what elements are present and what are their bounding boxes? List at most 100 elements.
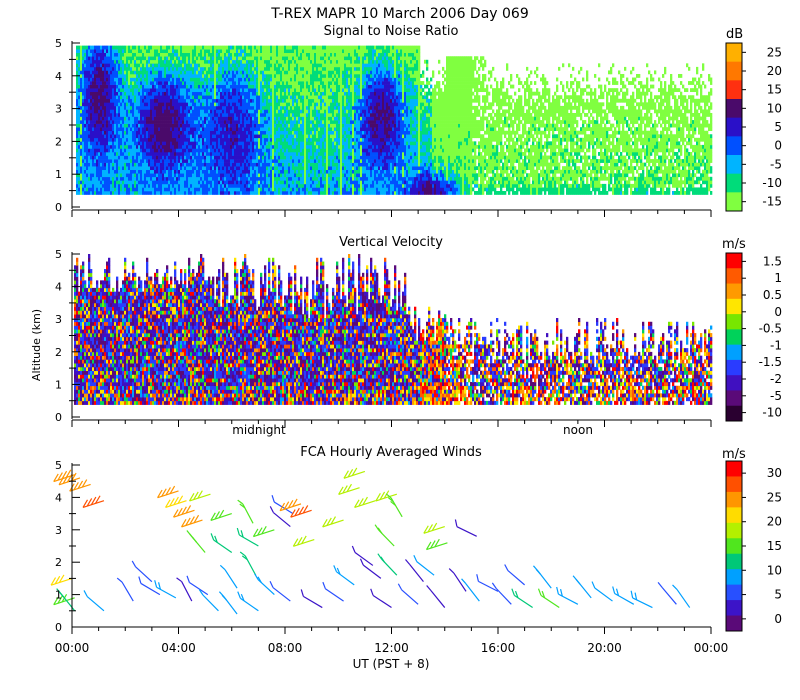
snr-cell xyxy=(224,63,227,68)
snr-cell xyxy=(180,151,183,156)
snr-cell xyxy=(296,88,299,93)
snr-cell xyxy=(124,148,127,153)
snr-cell xyxy=(242,105,245,110)
snr-cell xyxy=(312,180,315,185)
snr-cell xyxy=(120,176,123,181)
snr-cell xyxy=(156,190,159,195)
snr-cell xyxy=(134,141,137,146)
snr-cell xyxy=(244,49,247,54)
snr-cell xyxy=(130,176,133,181)
snr-cell xyxy=(312,56,315,61)
snr-cell xyxy=(144,109,147,114)
snr-cell xyxy=(252,84,255,89)
snr-cell xyxy=(194,120,197,124)
snr-cell xyxy=(150,49,153,54)
snr-cell xyxy=(146,91,149,96)
snr-cell xyxy=(310,112,313,117)
snr-cell xyxy=(82,59,85,64)
snr-cell xyxy=(212,137,215,142)
snr-cell xyxy=(248,73,251,78)
snr-cell xyxy=(140,123,143,128)
snr-cell xyxy=(178,159,181,163)
snr-cell xyxy=(202,45,205,50)
snr-cell xyxy=(98,112,101,117)
snr-cell xyxy=(144,63,147,68)
snr-cell xyxy=(226,84,229,89)
snr-cell xyxy=(154,169,157,174)
snr-cell xyxy=(254,130,257,135)
snr-cell xyxy=(154,120,157,124)
snr-cell xyxy=(134,88,137,93)
snr-cell xyxy=(276,56,279,61)
snr-cell xyxy=(206,134,209,139)
snr-cell xyxy=(176,45,179,50)
snr-cell xyxy=(240,162,243,167)
snr-cell xyxy=(236,56,239,61)
snr-cell xyxy=(78,45,81,50)
snr-cell xyxy=(126,91,129,96)
snr-cell xyxy=(272,180,275,185)
snr-cell xyxy=(272,56,275,61)
snr-cell xyxy=(306,73,309,78)
snr-cell xyxy=(236,144,239,149)
snr-cell xyxy=(292,123,295,128)
snr-cell xyxy=(304,112,307,117)
snr-cell xyxy=(200,81,203,85)
snr-cell xyxy=(308,137,311,142)
snr-cell xyxy=(228,183,231,188)
snr-cell xyxy=(258,95,261,100)
snr-cell xyxy=(190,81,193,85)
snr-cell xyxy=(176,190,179,195)
snr-cell xyxy=(112,109,115,114)
snr-cell xyxy=(224,56,227,61)
snr-cell xyxy=(142,155,145,160)
snr-cell xyxy=(298,77,301,82)
snr-cell xyxy=(196,187,199,192)
snr-cell xyxy=(234,70,237,75)
snr-cell xyxy=(276,141,279,146)
snr-cell xyxy=(102,116,105,121)
snr-cell xyxy=(154,173,157,178)
snr-cell xyxy=(246,127,249,132)
snr-cell xyxy=(186,151,189,156)
snr-cell xyxy=(212,102,215,107)
snr-cell xyxy=(96,98,99,103)
snr-cell xyxy=(114,98,117,103)
snr-cell xyxy=(278,148,281,153)
snr-cell xyxy=(86,102,89,107)
snr-cell xyxy=(178,98,181,103)
snr-cell xyxy=(220,66,223,71)
snr-cell xyxy=(140,112,143,117)
snr-cell xyxy=(228,187,231,192)
snr-cell xyxy=(122,155,125,160)
snr-cell xyxy=(244,134,247,139)
snr-cell xyxy=(290,88,293,93)
snr-cell xyxy=(178,102,181,107)
snr-cell xyxy=(294,141,297,146)
snr-cell xyxy=(100,45,103,50)
snr-cell xyxy=(280,173,283,178)
snr-cell xyxy=(160,187,163,192)
snr-cell xyxy=(268,81,271,85)
snr-cell xyxy=(100,190,103,195)
snr-cell xyxy=(98,180,101,185)
snr-cell xyxy=(242,155,245,160)
snr-cell xyxy=(190,120,193,124)
snr-cell xyxy=(182,176,185,181)
snr-cell xyxy=(194,112,197,117)
snr-cell xyxy=(216,49,219,54)
snr-cell xyxy=(152,66,155,71)
snr-cell xyxy=(274,120,277,124)
snr-cell xyxy=(154,91,157,96)
snr-cell xyxy=(124,49,127,54)
snr-cell xyxy=(118,56,121,61)
snr-cell xyxy=(252,116,255,121)
snr-cell xyxy=(232,166,235,171)
snr-cell xyxy=(298,116,301,121)
snr-cell xyxy=(96,166,99,171)
snr-cell xyxy=(206,56,209,61)
snr-cell xyxy=(260,59,263,64)
snr-cell xyxy=(234,151,237,156)
